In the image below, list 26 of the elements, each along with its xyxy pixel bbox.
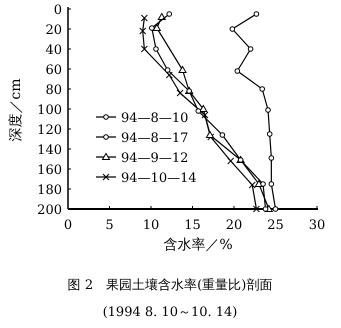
y-tick-label: 60	[45, 63, 62, 78]
y-axis-title: 深度／cm	[8, 78, 24, 142]
y-tick-label: 40	[45, 43, 62, 58]
x-tick-label: 10	[142, 218, 160, 233]
legend-label: 94—10—14	[121, 171, 197, 186]
x-tick-label: 5	[105, 218, 114, 233]
x-tick-label: 30	[308, 218, 326, 233]
y-tick-label: 160	[37, 163, 62, 178]
x-tick-label: 15	[184, 218, 201, 233]
y-tick-label: 120	[37, 123, 62, 138]
x-tick-label: 0	[64, 218, 72, 233]
y-tick-label: 140	[37, 143, 62, 158]
y-tick-label: 100	[37, 103, 62, 118]
x-tick-label: 20	[226, 218, 242, 233]
text: (1994 8. 10～10. 14)	[102, 305, 238, 320]
y-tick-label: 20	[45, 23, 62, 38]
y-tick-label: 180	[37, 183, 62, 198]
x-axis-title: 含水率／%	[163, 237, 233, 253]
legend-label: 94—8—17	[121, 131, 188, 146]
y-tick-label: 80	[45, 83, 62, 98]
y-tick-label: 200	[37, 203, 62, 218]
x-tick-label: 25	[267, 218, 284, 233]
y-tick-label: 0	[54, 3, 62, 18]
legend-label: 94—8—10	[121, 111, 188, 126]
text: 图 2 果园土壤含水率(重量比)剖面	[68, 277, 272, 293]
legend-label: 94—9—12	[121, 151, 188, 166]
